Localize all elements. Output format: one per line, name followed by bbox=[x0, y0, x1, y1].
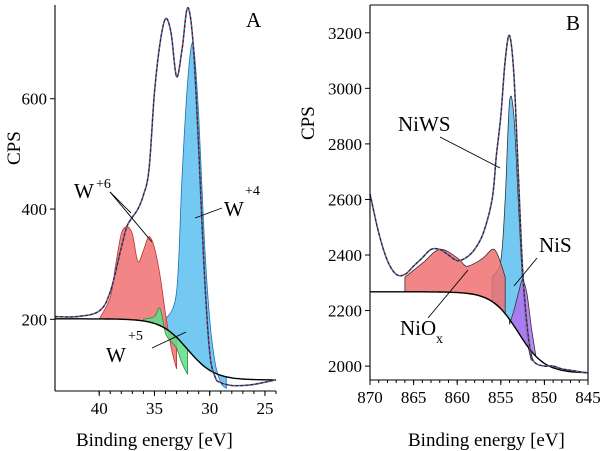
panel-b-y-tick-label: 2800 bbox=[328, 135, 362, 154]
annotation-w6: W +6 bbox=[74, 177, 153, 243]
panel-b-fit-envelope bbox=[369, 34, 589, 374]
panel-b-y-tick-label: 3200 bbox=[328, 24, 362, 43]
panel-b-x-tick-label: 845 bbox=[575, 388, 600, 407]
panel-b-ticks: 870 865 860 855 850 845 2000 2200 2400 2600 2800 30… bbox=[328, 24, 600, 407]
panel-b-y-tick-label: 2600 bbox=[328, 190, 362, 209]
annotation-niws: NiWS bbox=[398, 112, 501, 169]
annotation-nis-arrow bbox=[513, 257, 538, 287]
panel-b-x-tick-label: 870 bbox=[357, 388, 383, 407]
panel-a-y-tick-label: 400 bbox=[22, 200, 48, 219]
panel-b-x-tick-label: 865 bbox=[401, 388, 427, 407]
annotation-w6-base: W bbox=[74, 179, 94, 203]
annotation-w5: W +5 bbox=[106, 329, 187, 367]
annotation-niox: NiO x bbox=[400, 269, 469, 347]
annotation-niox-text: NiO bbox=[400, 316, 436, 340]
panel-a-components bbox=[98, 42, 227, 390]
panel-a-x-tick-label: 25 bbox=[256, 399, 273, 418]
annotation-w5-arrow bbox=[151, 331, 187, 349]
panel-b-y-tick-label: 2200 bbox=[328, 302, 362, 321]
annotation-w6-sup: +6 bbox=[96, 177, 111, 192]
panel-b-y-tick-label: 2000 bbox=[328, 357, 362, 376]
panel-a-x-tick-label: 30 bbox=[201, 399, 218, 418]
annotation-nis: NiS bbox=[513, 233, 572, 287]
annotation-niox-sub: x bbox=[436, 332, 443, 347]
panel-a-ticks: 40 35 30 25 200 400 600 bbox=[22, 90, 277, 418]
annotation-niox-arrow bbox=[427, 269, 469, 319]
panel-a-y-tick-label: 600 bbox=[22, 90, 48, 109]
panel-a-y-axis-label: CPS bbox=[4, 131, 25, 165]
panel-a-y-tick-label: 200 bbox=[22, 310, 48, 329]
annotation-niws-text: NiWS bbox=[398, 112, 451, 136]
panel-b-y-tick-label: 2400 bbox=[328, 246, 362, 265]
annotation-w5-base: W bbox=[106, 343, 126, 367]
annotation-w5-sup: +5 bbox=[128, 329, 143, 344]
panel-b-axes bbox=[369, 4, 589, 381]
panel-b-background-line bbox=[369, 291, 589, 374]
annotation-w4-sup: +4 bbox=[245, 184, 260, 199]
panel-a-x-tick-label: 35 bbox=[146, 399, 163, 418]
panel-b-component-niox bbox=[404, 248, 506, 315]
panel-a-x-axis-label: Binding energy [eV] bbox=[76, 430, 233, 451]
panel-a-curves bbox=[54, 6, 277, 387]
panel-b-y-axis-label: CPS bbox=[298, 106, 319, 140]
panel-b-x-axis-label: Binding energy [eV] bbox=[408, 430, 565, 451]
annotation-w4: W +4 bbox=[194, 184, 260, 221]
panel-a-label: A bbox=[246, 8, 262, 32]
panel-b: 870 865 860 855 850 845 2000 2200 2400 2600 2800 30… bbox=[298, 4, 600, 451]
panel-a-component-w5 bbox=[143, 307, 188, 375]
panel-b-label: B bbox=[566, 11, 580, 35]
annotation-niws-arrow bbox=[439, 136, 501, 169]
panel-a-fit-envelope bbox=[54, 7, 277, 387]
annotation-w4-base: W bbox=[224, 197, 244, 221]
panel-b-curves bbox=[369, 34, 589, 374]
panel-b-y-tick-label: 3000 bbox=[328, 79, 362, 98]
panel-b-x-tick-label: 855 bbox=[488, 388, 514, 407]
annotation-w4-arrow bbox=[194, 207, 223, 219]
panel-a-x-tick-label: 40 bbox=[91, 399, 108, 418]
panel-b-x-tick-label: 850 bbox=[532, 388, 558, 407]
panel-a-background-line bbox=[55, 318, 276, 381]
annotation-w6-arrow-2 bbox=[109, 191, 153, 243]
annotation-nis-text: NiS bbox=[539, 233, 572, 257]
panel-b-x-tick-label: 860 bbox=[444, 388, 470, 407]
